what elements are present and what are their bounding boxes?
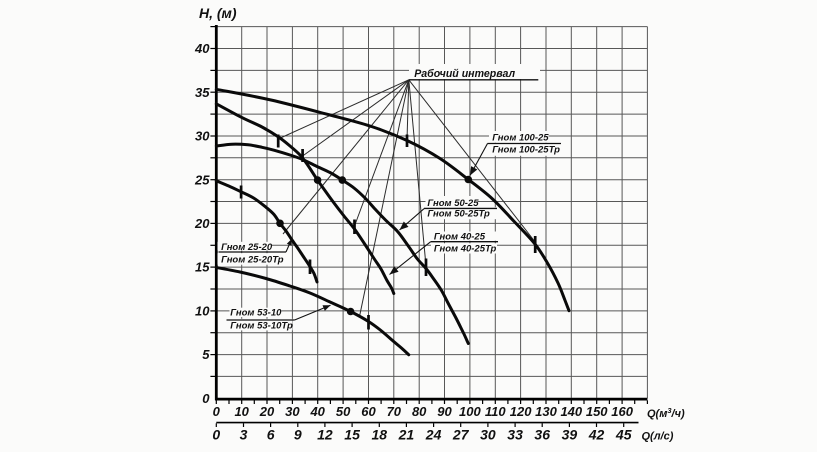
svg-text:10: 10	[234, 404, 249, 419]
svg-text:90: 90	[437, 404, 452, 419]
svg-text:33: 33	[507, 427, 523, 443]
svg-text:30: 30	[285, 404, 300, 419]
svg-text:21: 21	[398, 427, 415, 443]
svg-text:25: 25	[194, 172, 210, 187]
svg-text:60: 60	[361, 404, 376, 419]
svg-text:140: 140	[560, 404, 582, 419]
svg-text:Q(м3/ч): Q(м3/ч)	[647, 406, 685, 420]
svg-text:45: 45	[615, 427, 632, 443]
svg-text:5: 5	[202, 347, 210, 362]
svg-text:0: 0	[213, 404, 221, 419]
svg-text:24: 24	[425, 427, 442, 443]
svg-text:0: 0	[202, 391, 210, 406]
svg-text:70: 70	[387, 404, 402, 419]
svg-text:10: 10	[195, 304, 210, 319]
svg-text:3: 3	[240, 427, 248, 443]
svg-text:130: 130	[535, 404, 557, 419]
svg-text:36: 36	[534, 427, 550, 443]
svg-text:18: 18	[372, 427, 388, 443]
svg-text:40: 40	[194, 41, 210, 56]
svg-text:30: 30	[195, 129, 210, 144]
svg-text:Гном 100-25: Гном 100-25	[492, 133, 549, 144]
svg-text:150: 150	[586, 404, 608, 419]
svg-text:20: 20	[194, 216, 210, 231]
svg-text:Q(л/с): Q(л/с)	[642, 431, 674, 443]
svg-text:H, (м): H, (м)	[199, 5, 237, 21]
svg-text:160: 160	[611, 404, 633, 419]
svg-text:Гном 25-20Тр: Гном 25-20Тр	[221, 255, 284, 266]
svg-text:100: 100	[459, 404, 481, 419]
svg-text:110: 110	[485, 404, 506, 419]
svg-text:80: 80	[412, 404, 427, 419]
svg-text:Гном 53-10: Гном 53-10	[230, 308, 282, 319]
svg-text:30: 30	[480, 427, 496, 443]
svg-text:50: 50	[336, 404, 351, 419]
svg-text:40: 40	[309, 404, 325, 419]
svg-text:39: 39	[562, 427, 578, 443]
svg-text:42: 42	[588, 427, 605, 443]
svg-text:15: 15	[344, 427, 360, 443]
svg-text:9: 9	[294, 427, 302, 443]
svg-text:15: 15	[195, 260, 210, 275]
svg-text:6: 6	[267, 427, 275, 443]
svg-text:120: 120	[510, 404, 532, 419]
svg-text:0: 0	[212, 427, 220, 443]
svg-text:35: 35	[195, 85, 210, 100]
svg-text:Гном 40-25: Гном 40-25	[434, 231, 486, 242]
svg-text:27: 27	[452, 427, 470, 443]
svg-text:12: 12	[317, 427, 333, 443]
svg-text:Гном 25-20: Гном 25-20	[221, 242, 273, 253]
svg-text:Рабочий интервал: Рабочий интервал	[414, 68, 515, 80]
svg-text:Гном 53-10Тр: Гном 53-10Тр	[230, 320, 293, 331]
svg-text:Гном 40-25Тр: Гном 40-25Тр	[434, 244, 497, 255]
svg-text:Гном 100-25Тр: Гном 100-25Тр	[492, 144, 560, 155]
svg-text:Гном 50-25: Гном 50-25	[427, 198, 479, 209]
svg-text:20: 20	[259, 404, 275, 419]
svg-text:Гном 50-25Тр: Гном 50-25Тр	[427, 209, 490, 220]
